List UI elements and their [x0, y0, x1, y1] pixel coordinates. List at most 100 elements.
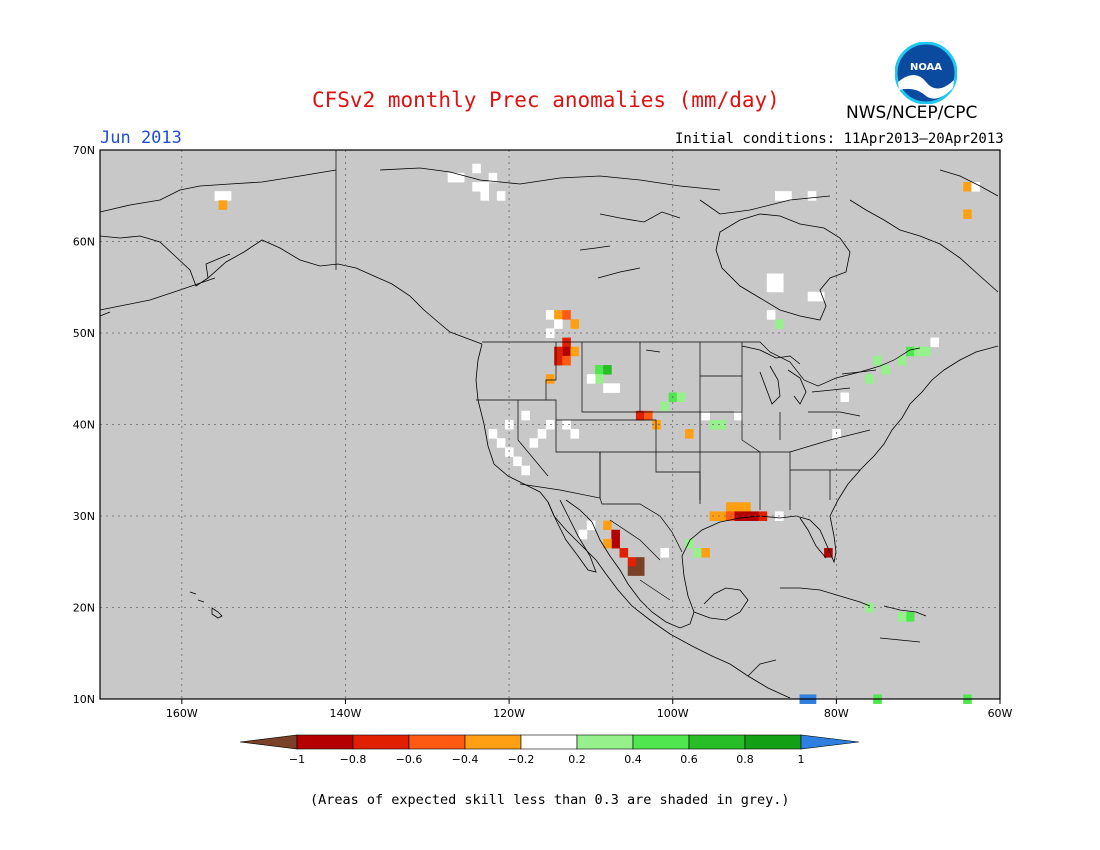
anomaly-cell	[578, 529, 588, 540]
lat-tick-label: 50N	[73, 327, 95, 340]
anomaly-cell	[635, 557, 645, 567]
anomaly-cell	[472, 163, 481, 174]
anomaly-cell	[905, 612, 915, 622]
anomaly-cell	[554, 346, 563, 357]
anomaly-cell	[496, 191, 506, 201]
colorbar-label: 0.8	[736, 753, 754, 766]
graticule	[100, 150, 1000, 699]
anomaly-cell	[881, 365, 890, 375]
anomaly-cell	[513, 456, 522, 467]
lon-tick-label: 80W	[824, 707, 849, 720]
anomaly-cell	[660, 548, 670, 558]
anomaly-cell	[742, 511, 751, 521]
anomaly-cell	[873, 355, 882, 366]
anomaly-cell	[734, 410, 743, 421]
colorbar-label: −0.8	[340, 753, 367, 766]
anomaly-cell	[865, 374, 874, 384]
coastlines	[99, 167, 999, 699]
colorbar-label: −0.6	[396, 753, 423, 766]
anomaly-cell	[603, 365, 612, 375]
logo-text: NOAA	[910, 62, 942, 73]
anomaly-cell	[897, 612, 907, 622]
colorbar-segment	[632, 734, 690, 750]
anomaly-cell	[905, 346, 915, 357]
anomaly-cell	[529, 438, 539, 448]
anomaly-cell	[496, 438, 506, 448]
anomaly-cell	[775, 191, 784, 201]
anomaly-cell	[521, 410, 530, 421]
anomaly-cell	[611, 538, 620, 549]
anomaly-cell	[734, 511, 743, 521]
colorbar-segment	[688, 734, 746, 750]
anomaly-cell	[545, 374, 555, 384]
anomaly-cell	[619, 548, 629, 558]
initial-conditions: Initial conditions: 11Apr2013–20Apr2013	[675, 131, 1004, 147]
anomaly-cell	[635, 566, 645, 576]
colorbar-label: −0.4	[452, 753, 479, 766]
anomaly-cell	[971, 182, 980, 192]
colorbar-high-extend	[800, 734, 860, 750]
anomaly-cell	[521, 465, 530, 476]
anomaly-cell	[635, 410, 645, 421]
anomaly-cell	[595, 374, 604, 384]
colorbar-segment	[296, 734, 354, 750]
anomaly-cell	[562, 419, 571, 430]
anomaly-cell	[537, 429, 547, 439]
anomaly-cell	[775, 282, 784, 293]
anomaly-cell	[840, 392, 850, 403]
lon-tick-label: 100W	[657, 707, 689, 720]
anomaly-cell	[488, 172, 498, 183]
anomaly-cell	[717, 511, 727, 521]
anomaly-cell	[660, 401, 670, 412]
anomaly-cell	[693, 548, 702, 558]
agency-label: NWS/NCEP/CPC	[846, 103, 978, 123]
axis-ticks: 70N 60N 50N 40N 30N 20N 10N 160W 140W 120W 100W 80W…	[73, 144, 1013, 720]
anomaly-cell	[766, 282, 776, 293]
anomaly-cell	[963, 209, 972, 220]
anomaly-cell	[447, 172, 457, 183]
lon-tick-label: 120W	[493, 707, 525, 720]
anomaly-cell	[775, 319, 784, 329]
lat-tick-label: 40N	[73, 419, 95, 432]
anomaly-cell	[725, 502, 735, 512]
anomaly-cell	[554, 355, 563, 366]
lat-tick-label: 10N	[73, 693, 95, 706]
colorbar-label: 0.6	[680, 753, 698, 766]
anomaly-cell	[766, 310, 776, 320]
anomaly-cell	[611, 529, 620, 540]
colorbar-segment	[352, 734, 410, 750]
chart-title: CFSv2 monthly Prec anomalies (mm/day)	[312, 88, 780, 112]
anomaly-cell	[480, 191, 490, 201]
anomaly-cell	[455, 172, 465, 183]
colorbar-label: 1	[798, 753, 805, 766]
anomaly-cell	[627, 566, 637, 576]
anomaly-cell	[570, 319, 580, 329]
anomaly-cell	[505, 447, 514, 457]
anomaly-cell	[742, 502, 751, 512]
anomaly-cell	[214, 191, 224, 201]
anomaly-cell	[472, 182, 481, 192]
anomaly-cell	[554, 310, 563, 320]
anomaly-cell	[644, 410, 653, 421]
anomaly-cell	[603, 383, 612, 393]
anomaly-cell	[807, 291, 817, 302]
colorbar-segment	[464, 734, 522, 750]
anomaly-cell	[562, 310, 571, 320]
anomaly-cell	[807, 191, 817, 201]
anomaly-cell	[783, 191, 792, 201]
anomaly-cell	[734, 502, 743, 512]
lon-tick-label: 160W	[166, 707, 198, 720]
colorbar-low-extend	[239, 734, 298, 750]
anomaly-cell	[676, 392, 686, 403]
anomaly-cell	[627, 557, 637, 567]
anomaly-cell	[897, 355, 907, 366]
political-borders	[335, 150, 921, 677]
skill-footnote: (Areas of expected skill less than 0.3 a…	[310, 792, 790, 808]
anomaly-cell	[611, 383, 620, 393]
colorbar-label: 0.4	[624, 753, 642, 766]
lat-tick-label: 70N	[73, 144, 95, 157]
anomaly-cell	[815, 291, 825, 302]
colorbar-segment	[576, 734, 634, 750]
anomaly-cell	[922, 346, 931, 357]
